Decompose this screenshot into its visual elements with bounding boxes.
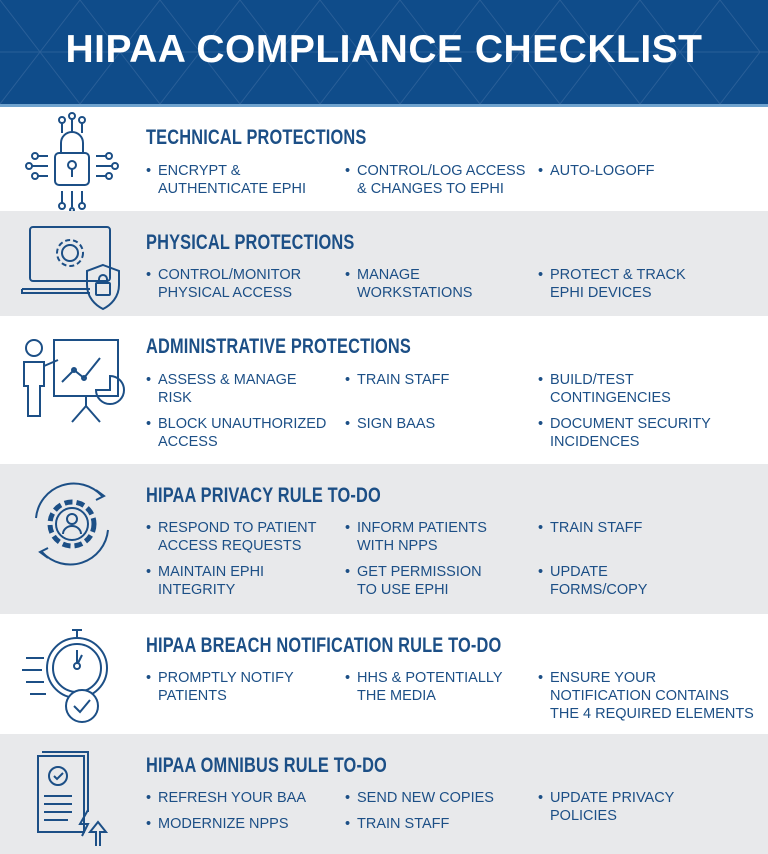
checklist-item: UPDATE FORMS/COPY <box>538 563 647 599</box>
checklist-item: MODERNIZE NPPS <box>146 815 289 833</box>
checklist-item: BUILD/TEST CONTINGENCIES <box>538 371 671 407</box>
checklist-item: REFRESH YOUR BAA <box>146 789 306 807</box>
checklist-item: SEND NEW COPIES <box>345 789 494 807</box>
section-title: ADMINISTRATIVE PROTECTIONS <box>146 335 411 358</box>
checklist-item: RESPOND TO PATIENT ACCESS REQUESTS <box>146 519 316 555</box>
checklist-item: PROMPTLY NOTIFY PATIENTS <box>146 669 294 705</box>
checklist-item: SIGN BAAS <box>345 415 435 433</box>
section-title: HIPAA PRIVACY RULE TO-DO <box>146 484 381 507</box>
checklist-item: AUTO-LOGOFF <box>538 162 654 180</box>
section-breach-notification-rule: HIPAA BREACH NOTIFICATION RULE TO-DO PRO… <box>0 614 768 734</box>
checklist-item: MAINTAIN EPHI INTEGRITY <box>146 563 264 599</box>
checklist-item: PROTECT & TRACK EPHI DEVICES <box>538 266 686 302</box>
checklist-item: ENSURE YOUR NOTIFICATION CONTAINS THE 4 … <box>538 669 754 723</box>
section-title: HIPAA OMNIBUS RULE TO-DO <box>146 754 387 777</box>
section-privacy-rule: HIPAA PRIVACY RULE TO-DO RESPOND TO PATI… <box>0 464 768 614</box>
checklist-item: ASSESS & MANAGE RISK <box>146 371 297 407</box>
checklist-item: DOCUMENT SECURITY INCIDENCES <box>538 415 711 451</box>
presenter-chart-icon <box>23 339 125 423</box>
checklist-item: UPDATE PRIVACY POLICIES <box>538 789 674 825</box>
gear-user-cycle-icon <box>35 482 109 566</box>
checklist-item: TRAIN STAFF <box>538 519 642 537</box>
section-omnibus-rule: HIPAA OMNIBUS RULE TO-DO REFRESH YOUR BA… <box>0 734 768 854</box>
checklist-item: TRAIN STAFF <box>345 371 449 389</box>
checklist-item: GET PERMISSION TO USE EPHI <box>345 563 482 599</box>
stopwatch-check-icon <box>22 629 108 723</box>
page-title: HIPAA COMPLIANCE CHECKLIST <box>65 28 703 71</box>
checklist-item: BLOCK UNAUTHORIZED ACCESS <box>146 415 326 451</box>
hexagon-pattern <box>0 0 768 104</box>
checklist-item: INFORM PATIENTS WITH NPPS <box>345 519 487 555</box>
section-title: TECHNICAL PROTECTIONS <box>146 126 367 149</box>
circuit-lock-icon <box>25 112 119 211</box>
checklist-item: TRAIN STAFF <box>345 815 449 833</box>
checklist-item: MANAGE WORKSTATIONS <box>345 266 472 302</box>
laptop-shield-lock-icon <box>21 226 120 311</box>
header-banner: HIPAA COMPLIANCE CHECKLIST <box>0 0 768 107</box>
checklist-item: CONTROL/MONITOR PHYSICAL ACCESS <box>146 266 301 302</box>
section-technical-protections: TECHNICAL PROTECTIONS ENCRYPT & AUTHENTI… <box>0 107 768 211</box>
checklist-item: ENCRYPT & AUTHENTICATE EPHI <box>146 162 306 198</box>
section-title: HIPAA BREACH NOTIFICATION RULE TO-DO <box>146 634 502 657</box>
checklist-item: CONTROL/LOG ACCESS & CHANGES TO EPHI <box>345 162 525 198</box>
section-physical-protections: PHYSICAL PROTECTIONS CONTROL/MONITOR PHY… <box>0 211 768 316</box>
section-administrative-protections: ADMINISTRATIVE PROTECTIONS ASSESS & MANA… <box>0 316 768 464</box>
document-refresh-icon <box>37 751 109 846</box>
section-title: PHYSICAL PROTECTIONS <box>146 231 355 254</box>
checklist-item: HHS & POTENTIALLY THE MEDIA <box>345 669 503 705</box>
